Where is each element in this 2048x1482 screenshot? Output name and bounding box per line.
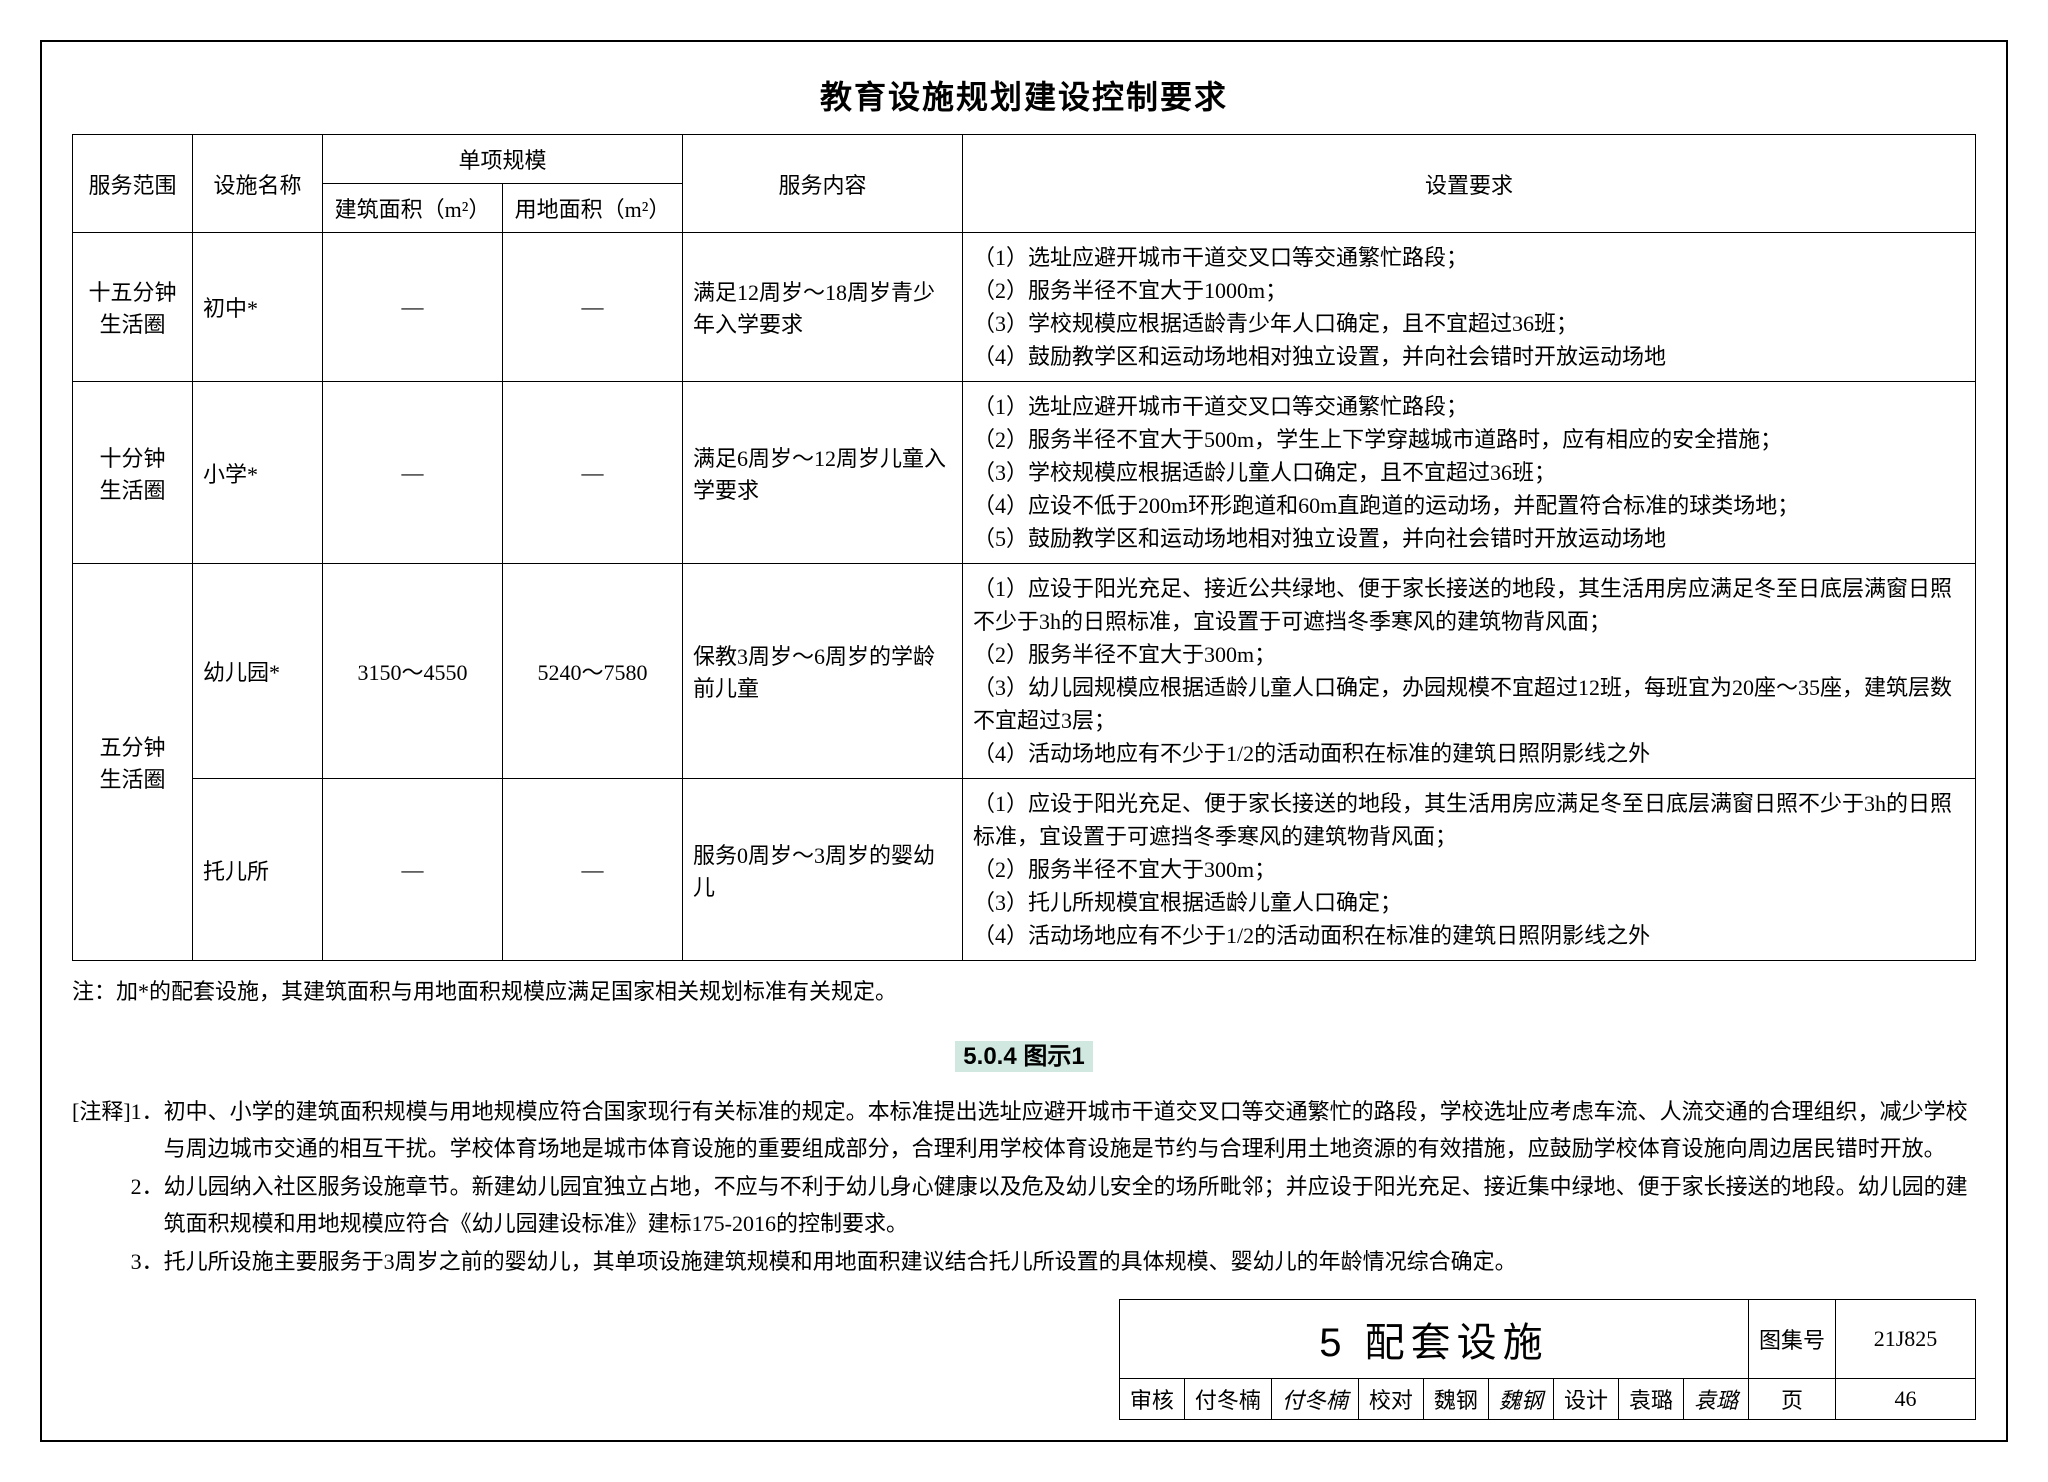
cell-facility: 幼儿园* [193,564,323,779]
figure-label: 5.0.4 图示1 [72,1036,1976,1071]
design-label: 设计 [1553,1379,1618,1420]
title-block: 5 配套设施 图集号 21J825 审核 付冬楠 付冬楠 校对 魏钢 魏钢 设计… [1119,1299,1976,1420]
cell-req: （1）选址应避开城市干道交叉口等交通繁忙路段； （2）服务半径不宜大于500m，… [963,382,1976,564]
cell-larea: — [503,779,683,961]
annotation-text: 托儿所设施主要服务于3周岁之前的婴幼儿，其单项设施建筑规模和用地面积建议结合托儿… [164,1243,1976,1280]
cell-barea: — [323,779,503,961]
cell-req: （1）选址应避开城市干道交叉口等交通繁忙路段； （2）服务半径不宜大于1000m… [963,233,1976,382]
cell-facility: 托儿所 [193,779,323,961]
cell-scope: 十五分钟 生活圈 [73,233,193,382]
cell-req: （1）应设于阳光充足、接近公共绿地、便于家长接送的地段，其生活用房应满足冬至日底… [963,564,1976,779]
set-label: 图集号 [1748,1300,1835,1379]
proof-name: 魏钢 [1423,1379,1488,1420]
cell-barea: 3150～4550 [323,564,503,779]
th-land-area: 用地面积（m²） [503,184,683,233]
cell-service: 满足6周岁～12周岁儿童入学要求 [683,382,963,564]
design-name: 袁璐 [1618,1379,1683,1420]
education-table: 服务范围 设施名称 单项规模 服务内容 设置要求 建筑面积（m²） 用地面积（m… [72,134,1976,961]
set-no: 21J825 [1836,1300,1976,1379]
annotation-lead: [注释] [72,1093,131,1168]
annotation-text: 幼儿园纳入社区服务设施章节。新建幼儿园宜独立占地，不应与不利于幼儿身心健康以及危… [164,1168,1976,1243]
page-no: 46 [1836,1379,1976,1420]
cell-service: 满足12周岁～18周岁青少年入学要求 [683,233,963,382]
cell-facility: 初中* [193,233,323,382]
page-frame: 教育设施规划建设控制要求 服务范围 设施名称 单项规模 服务内容 设置要求 建筑… [40,40,2008,1442]
cell-service: 服务0周岁～3周岁的婴幼儿 [683,779,963,961]
annotation-text: 初中、小学的建筑面积规模与用地规模应符合国家现行有关标准的规定。本标准提出选址应… [164,1093,1976,1168]
table-footnote: 注：加*的配套设施，其建筑面积与用地面积规模应满足国家相关规划标准有关规定。 [72,975,1976,1008]
table-row: 十分钟 生活圈 小学* — — 满足6周岁～12周岁儿童入学要求 （1）选址应避… [73,382,1976,564]
cell-larea: 5240～7580 [503,564,683,779]
annotation-num: 3． [131,1243,164,1280]
proof-signature: 魏钢 [1488,1379,1553,1420]
cell-larea: — [503,233,683,382]
cell-scope: 十分钟 生活圈 [73,382,193,564]
cell-barea: — [323,382,503,564]
review-signature: 付冬楠 [1271,1379,1358,1420]
cell-barea: — [323,233,503,382]
annotations: [注释] 1． 初中、小学的建筑面积规模与用地规模应符合国家现行有关标准的规定。… [72,1093,1976,1280]
th-facility: 设施名称 [193,135,323,233]
review-name: 付冬楠 [1184,1379,1271,1420]
annotation-num: 2． [131,1168,164,1243]
table-row: 托儿所 — — 服务0周岁～3周岁的婴幼儿 （1）应设于阳光充足、便于家长接送的… [73,779,1976,961]
th-requirements: 设置要求 [963,135,1976,233]
design-signature: 袁璐 [1683,1379,1748,1420]
th-service: 服务内容 [683,135,963,233]
annotation-num: 1． [131,1093,164,1168]
th-building-area: 建筑面积（m²） [323,184,503,233]
table-row: 十五分钟 生活圈 初中* — — 满足12周岁～18周岁青少年入学要求 （1）选… [73,233,1976,382]
table-row: 五分钟 生活圈 幼儿园* 3150～4550 5240～7580 保教3周岁～6… [73,564,1976,779]
cell-larea: — [503,382,683,564]
page-label: 页 [1748,1379,1835,1420]
cell-facility: 小学* [193,382,323,564]
cell-service: 保教3周岁～6周岁的学龄前儿童 [683,564,963,779]
review-label: 审核 [1119,1379,1184,1420]
th-scale: 单项规模 [323,135,683,184]
cell-scope: 五分钟 生活圈 [73,564,193,961]
page-title: 教育设施规划建设控制要求 [72,72,1976,118]
proof-label: 校对 [1358,1379,1423,1420]
section-title: 5 配套设施 [1119,1300,1748,1379]
cell-req: （1）应设于阳光充足、便于家长接送的地段，其生活用房应满足冬至日底层满窗日照不少… [963,779,1976,961]
th-scope: 服务范围 [73,135,193,233]
